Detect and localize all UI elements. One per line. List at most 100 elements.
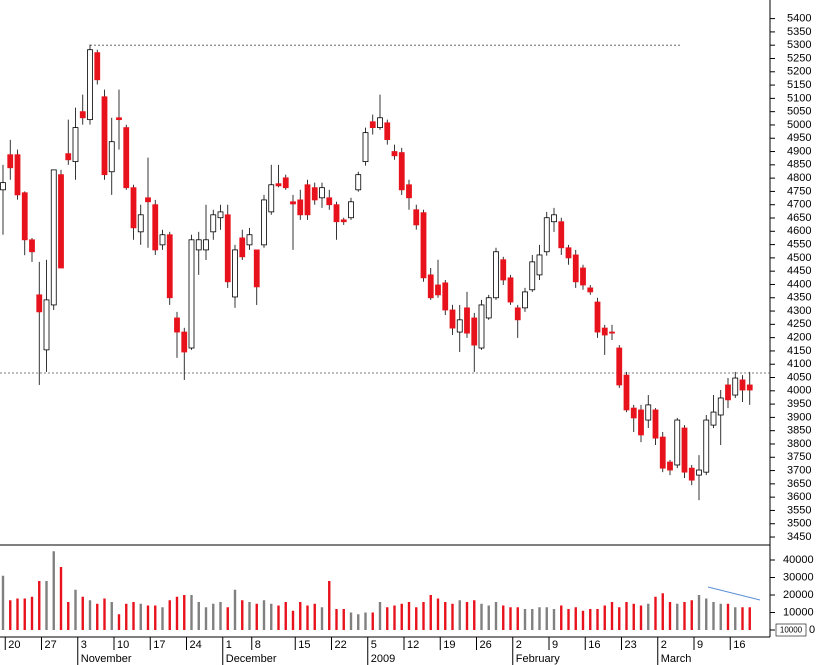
volume-bar [88, 600, 92, 630]
candle-body [427, 274, 434, 299]
y-tick-label: 5050 [787, 106, 811, 118]
candle-body [181, 331, 188, 353]
volume-bar [415, 607, 418, 630]
y-tick-label: 5350 [787, 26, 811, 38]
volume-bar [125, 603, 128, 630]
candle-body [290, 201, 296, 205]
volume-bar [23, 598, 26, 630]
volume-bar [226, 607, 229, 630]
volume-bar [574, 607, 577, 630]
candle-body [65, 153, 72, 161]
candle-body [500, 259, 507, 281]
y-tick-label: 5200 [787, 66, 811, 78]
volume-bar [473, 600, 476, 630]
volume-tick-label: 40000 [783, 554, 814, 566]
candle-body [681, 427, 688, 473]
candle-body [645, 404, 652, 421]
volume-bar [168, 600, 171, 630]
candle-body [282, 177, 289, 189]
candle-body [601, 327, 608, 336]
volume-bar [451, 603, 454, 630]
candle-body [406, 184, 412, 199]
volume-unit-label: 10000 [780, 626, 803, 635]
volume-bar [734, 607, 737, 630]
month-label: March [661, 653, 692, 665]
candle-body [203, 239, 209, 251]
candle-body [725, 384, 731, 401]
y-tick-label: 3550 [787, 504, 811, 516]
candle-body [224, 214, 231, 283]
candle-body [14, 154, 21, 196]
candle-body [659, 436, 666, 469]
x-tick-label: 20 [8, 639, 20, 651]
x-tick-label: 26 [480, 639, 492, 651]
volume-bar [654, 596, 657, 630]
volume-bar [270, 603, 273, 630]
volume-bar [386, 607, 389, 630]
y-tick-label: 5150 [787, 79, 811, 91]
volume-bar [1, 575, 5, 630]
candle-body [50, 169, 57, 306]
y-tick-label: 5100 [787, 92, 811, 104]
x-tick-label: 22 [335, 639, 347, 651]
candle-body [246, 234, 253, 246]
candle-body [326, 197, 333, 206]
y-tick-label: 5250 [787, 52, 811, 64]
y-tick-label: 4150 [787, 345, 811, 357]
y-tick-label: 3500 [787, 518, 811, 530]
volume-bar [538, 607, 541, 630]
candle-body [551, 214, 557, 223]
x-tick-label: 8 [255, 639, 261, 651]
candle-body [253, 249, 260, 288]
candle-body [442, 282, 449, 311]
candle-body [558, 221, 565, 249]
y-tick-label: 4300 [787, 305, 811, 317]
candle-body [717, 397, 724, 416]
volume-bar [690, 600, 693, 630]
y-tick-label: 3600 [787, 491, 811, 503]
volume-bar [545, 607, 548, 630]
y-tick-label: 5300 [787, 39, 811, 51]
x-tick-label: 9 [552, 639, 558, 651]
volume-bar [407, 602, 411, 630]
y-tick-label: 4450 [787, 265, 811, 277]
volume-bar [132, 602, 135, 630]
volume-bar [393, 605, 396, 630]
candle-body [572, 254, 579, 283]
candle-body [166, 234, 173, 299]
candle-body [304, 184, 311, 216]
volume-bar [299, 602, 302, 630]
volume-bar [277, 605, 280, 630]
volume-bar [30, 596, 34, 630]
volume-bar [284, 602, 287, 630]
volume-bar [625, 602, 628, 630]
volume-bar [233, 589, 237, 630]
candle-body [159, 234, 166, 246]
volume-bar [117, 614, 121, 630]
candle-body [732, 377, 739, 396]
y-tick-label: 3650 [787, 478, 811, 490]
candle-body [580, 267, 586, 286]
month-label: November [81, 653, 132, 665]
volume-bar [59, 567, 63, 630]
candle-body [391, 151, 398, 157]
candle-body [616, 347, 623, 386]
candle-body [130, 187, 137, 229]
y-tick-label: 4200 [787, 332, 811, 344]
x-tick-label: 2 [661, 639, 667, 651]
volume-bar [719, 603, 722, 630]
volume-bar [219, 602, 222, 630]
volume-bar [204, 607, 208, 630]
candle-body [101, 96, 108, 176]
month-label: December [226, 653, 277, 665]
volume-bar [161, 607, 164, 630]
volume-bar [567, 609, 570, 630]
candle-body [739, 379, 746, 391]
x-tick-label: 12 [407, 639, 419, 651]
x-tick-label: 23 [625, 639, 637, 651]
unit-box [775, 623, 807, 637]
candle-body [413, 209, 420, 226]
x-tick-label: 17 [153, 639, 165, 651]
candle-body [471, 317, 478, 346]
